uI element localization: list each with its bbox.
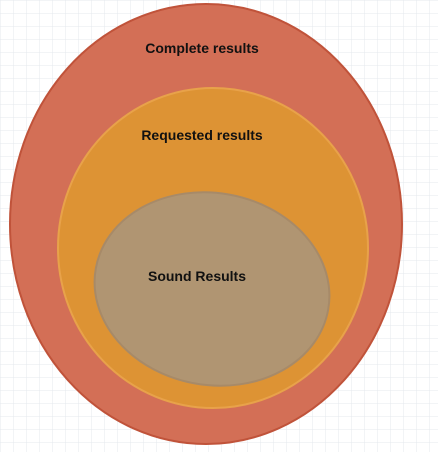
requested-results-label: Requested results xyxy=(141,127,263,143)
sound-results-label: Sound Results xyxy=(148,268,246,284)
sound-results-ellipse xyxy=(93,191,331,387)
complete-results-label: Complete results xyxy=(145,40,259,56)
